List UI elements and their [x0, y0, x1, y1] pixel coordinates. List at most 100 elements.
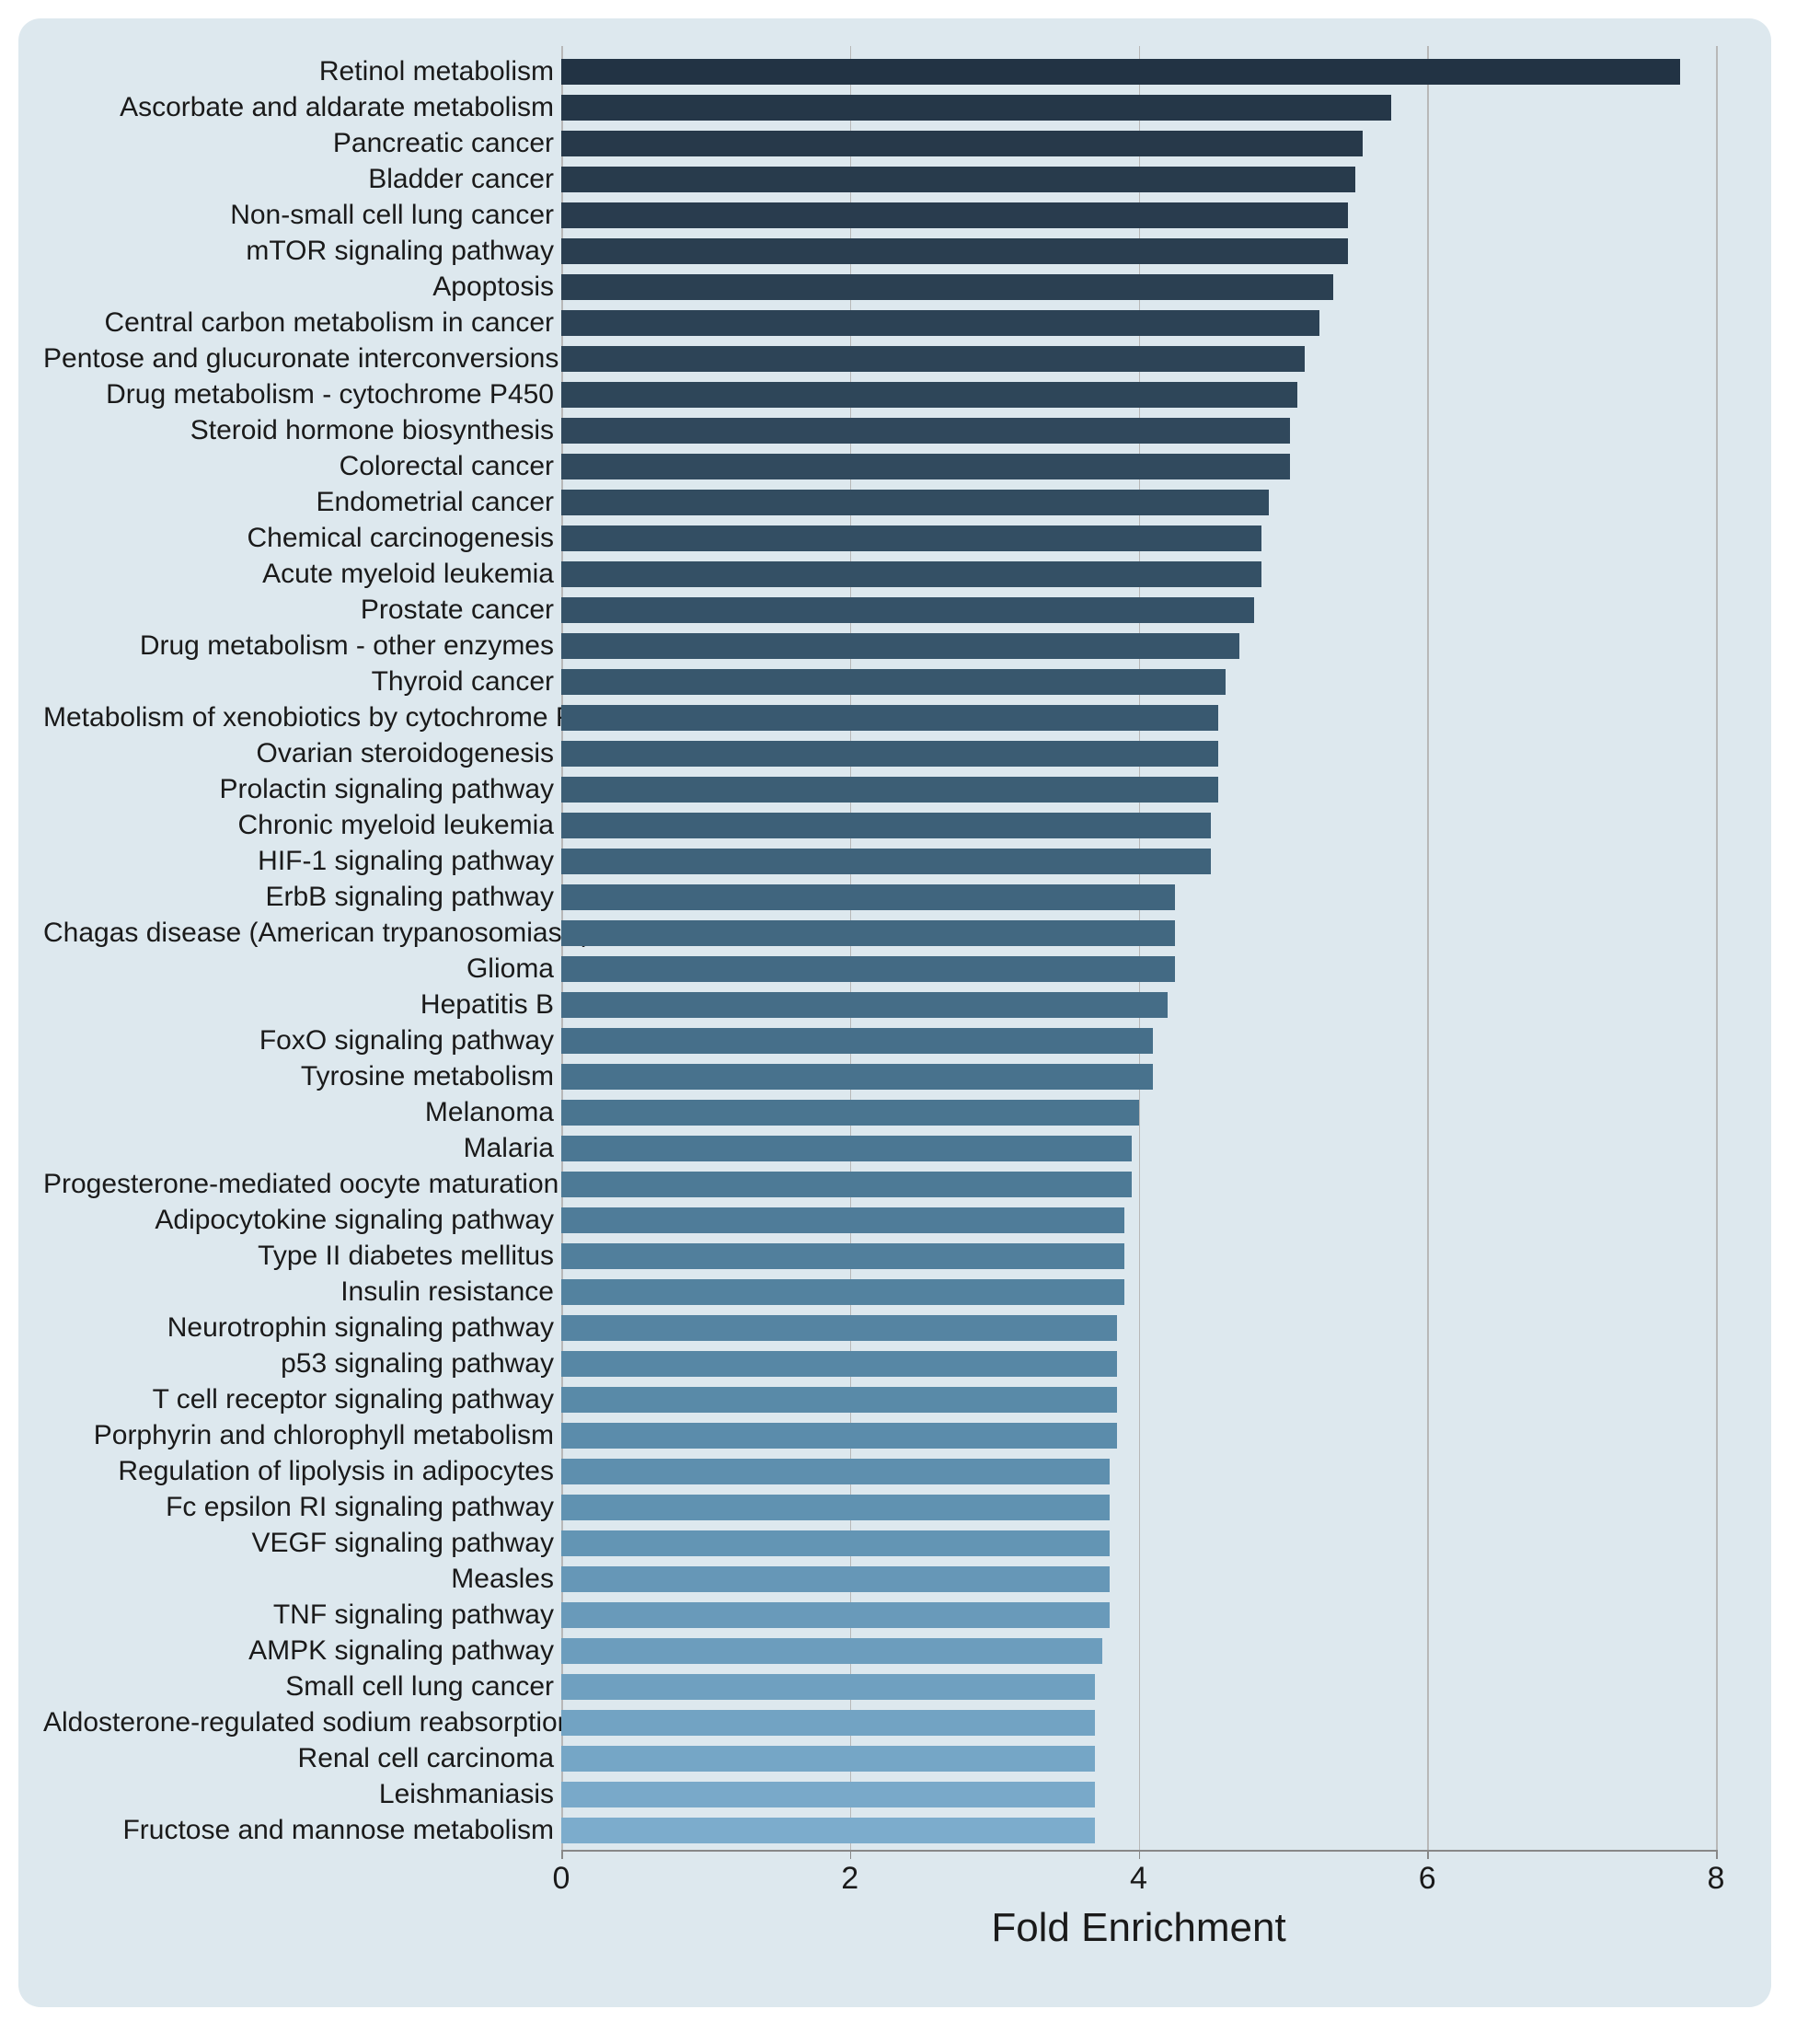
bar [561, 1136, 1132, 1161]
bar-row: Type II diabetes mellitus [561, 1238, 1716, 1274]
plot-area: Retinol metabolismAscorbate and aldarate… [46, 46, 1744, 1905]
bar [561, 920, 1175, 946]
bar-label: Non-small cell lung cancer [43, 200, 561, 231]
x-tick [1139, 1850, 1141, 1859]
bar-row: Steroid hormone biosynthesis [561, 412, 1716, 448]
bar-label: AMPK signaling pathway [43, 1635, 561, 1667]
bar-label: Progesterone-mediated oocyte maturation [43, 1169, 561, 1200]
bar [561, 1782, 1095, 1807]
bar-row: mTOR signaling pathway [561, 233, 1716, 269]
bar-label: Bladder cancer [43, 164, 561, 195]
bar-label: Apoptosis [43, 271, 561, 303]
bar-row: p53 signaling pathway [561, 1345, 1716, 1381]
bar-row: Non-small cell lung cancer [561, 197, 1716, 233]
bar [561, 1387, 1117, 1413]
bar-row: AMPK signaling pathway [561, 1633, 1716, 1669]
bar-label: ErbB signaling pathway [43, 882, 561, 913]
bar [561, 741, 1218, 767]
bar-row: FoxO signaling pathway [561, 1022, 1716, 1058]
bar-row: Chemical carcinogenesis [561, 520, 1716, 556]
bar-label: Ascorbate and aldarate metabolism [43, 92, 561, 123]
bar [561, 1638, 1102, 1664]
bar-label: Melanoma [43, 1097, 561, 1128]
bar-label: Pentose and glucuronate interconversions [43, 343, 561, 375]
bar [561, 346, 1305, 372]
bar [561, 1530, 1110, 1556]
bar-label: Type II diabetes mellitus [43, 1241, 561, 1272]
x-tick [1427, 1850, 1429, 1859]
bar-label: VEGF signaling pathway [43, 1528, 561, 1559]
bar-label: Thyroid cancer [43, 666, 561, 698]
bar [561, 1172, 1132, 1197]
bar-row: Acute myeloid leukemia [561, 556, 1716, 592]
bar-label: Porphyrin and chlorophyll metabolism [43, 1420, 561, 1451]
bar [561, 59, 1680, 85]
bar-row: VEGF signaling pathway [561, 1525, 1716, 1561]
bar-label: Renal cell carcinoma [43, 1743, 561, 1774]
bar-row: Apoptosis [561, 269, 1716, 305]
bar-row: Melanoma [561, 1094, 1716, 1130]
bar [561, 669, 1226, 695]
bar [561, 1818, 1095, 1843]
bar [561, 274, 1333, 300]
bar-row: Metabolism of xenobiotics by cytochrome … [561, 699, 1716, 735]
bar [561, 884, 1175, 910]
x-tick-label: 8 [1708, 1861, 1725, 1897]
bar-label: Regulation of lipolysis in adipocytes [43, 1456, 561, 1487]
bar-row: Ascorbate and aldarate metabolism [561, 89, 1716, 125]
bar [561, 1243, 1124, 1269]
x-tick-label: 4 [1130, 1861, 1147, 1897]
bar-row: Renal cell carcinoma [561, 1740, 1716, 1776]
bar [561, 1100, 1139, 1126]
bar-label: Drug metabolism - cytochrome P450 [43, 379, 561, 410]
bar-row: Fructose and mannose metabolism [561, 1812, 1716, 1848]
bar-row: Drug metabolism - cytochrome P450 [561, 376, 1716, 412]
bar-row: Measles [561, 1561, 1716, 1597]
bar-row: Thyroid cancer [561, 664, 1716, 699]
bar-row: Insulin resistance [561, 1274, 1716, 1310]
bar-label: Drug metabolism - other enzymes [43, 630, 561, 662]
bar-row: Central carbon metabolism in cancer [561, 305, 1716, 341]
x-tick-label: 2 [841, 1861, 858, 1897]
bar-label: Acute myeloid leukemia [43, 559, 561, 590]
bar [561, 167, 1355, 192]
bar [561, 777, 1218, 803]
x-tick [561, 1850, 563, 1859]
bar-label: Small cell lung cancer [43, 1671, 561, 1703]
bar [561, 454, 1290, 479]
bar [561, 1710, 1095, 1736]
chart-container: Retinol metabolismAscorbate and aldarate… [18, 18, 1771, 2007]
bar [561, 1423, 1117, 1449]
bar-label: Chronic myeloid leukemia [43, 810, 561, 841]
bar-row: Glioma [561, 951, 1716, 987]
x-tick [850, 1850, 852, 1859]
bar-label: Central carbon metabolism in cancer [43, 307, 561, 339]
bar-label: Prostate cancer [43, 595, 561, 626]
bars-region: Retinol metabolismAscorbate and aldarate… [561, 46, 1716, 1850]
bar-row: Drug metabolism - other enzymes [561, 628, 1716, 664]
bar-label: Glioma [43, 953, 561, 985]
bar-label: Prolactin signaling pathway [43, 774, 561, 805]
bar [561, 956, 1175, 982]
bar [561, 238, 1348, 264]
bar-label: Steroid hormone biosynthesis [43, 415, 561, 446]
bar-label: Fructose and mannose metabolism [43, 1815, 561, 1846]
bar [561, 1207, 1124, 1233]
bar [561, 1459, 1110, 1484]
bar [561, 382, 1297, 408]
bar-label: Ovarian steroidogenesis [43, 738, 561, 769]
bar [561, 1315, 1117, 1341]
bar-label: Insulin resistance [43, 1276, 561, 1308]
x-axis: 02468 [561, 1850, 1716, 1905]
bar-label: HIF-1 signaling pathway [43, 846, 561, 877]
bar-row: Prolactin signaling pathway [561, 771, 1716, 807]
x-tick [1716, 1850, 1718, 1859]
bar-row: Malaria [561, 1130, 1716, 1166]
bar [561, 849, 1211, 874]
bar [561, 705, 1218, 731]
bar [561, 1746, 1095, 1772]
bar [561, 813, 1211, 838]
bar [561, 633, 1239, 659]
bar-row: Hepatitis B [561, 987, 1716, 1022]
bar [561, 1495, 1110, 1520]
